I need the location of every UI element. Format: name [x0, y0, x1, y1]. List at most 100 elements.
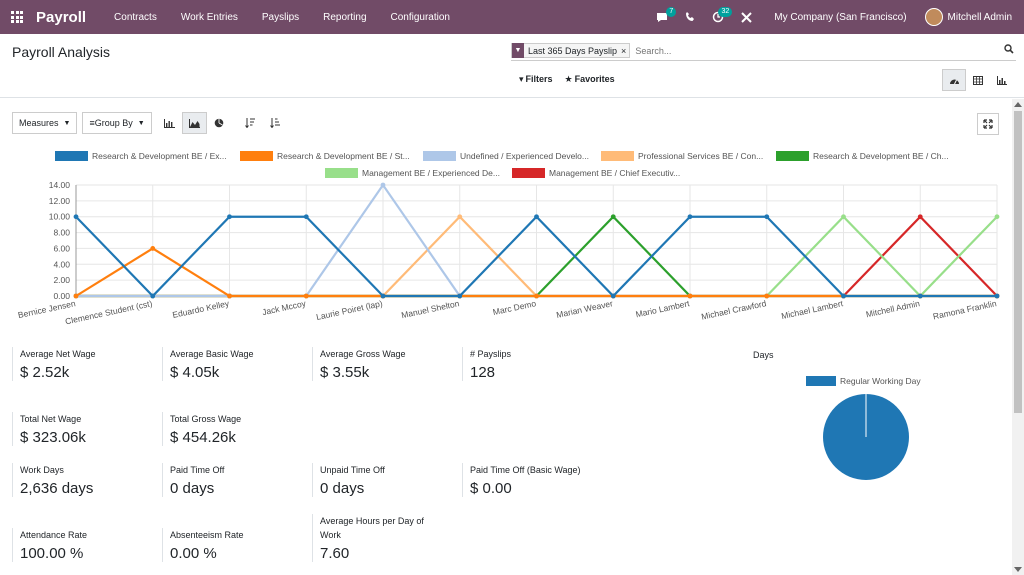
- menu-work-entries[interactable]: Work Entries: [180, 11, 238, 23]
- y-tick-label: 8.00: [53, 228, 70, 238]
- pivot-view-icon[interactable]: [966, 69, 990, 91]
- x-tick-label: Mario Lambert: [635, 298, 691, 319]
- group-by-button[interactable]: ≡ Group By ▼: [82, 112, 152, 134]
- kpi-label: Average Hours per Day of Work: [320, 516, 424, 540]
- x-tick-label: Jack Mccoy: [261, 298, 307, 317]
- activities-badge: 32: [718, 7, 733, 17]
- data-point: [534, 214, 539, 220]
- graph-view-icon[interactable]: [990, 69, 1014, 91]
- debug-tools-icon[interactable]: [732, 0, 760, 34]
- data-point: [994, 214, 1000, 220]
- data-point: [841, 214, 846, 220]
- graph-toolbar: Measures ▼ ≡ Group By ▼: [12, 112, 294, 134]
- kpi-value: 2,636 days: [20, 480, 94, 497]
- scrollbar[interactable]: [1012, 99, 1024, 575]
- kpi-value: $ 4.05k: [170, 364, 220, 381]
- data-point: [764, 214, 770, 220]
- app-brand[interactable]: Payroll: [36, 8, 87, 26]
- expand-icon[interactable]: [977, 113, 999, 135]
- facet-remove-icon[interactable]: ×: [621, 45, 627, 56]
- legend-label: Research & Development BE / St...: [277, 151, 410, 161]
- legend-label: Research & Development BE / Ch...: [813, 151, 949, 161]
- scroll-up-icon[interactable]: [1014, 102, 1022, 107]
- data-point: [73, 214, 79, 220]
- sort-ascending-icon[interactable]: [263, 112, 288, 134]
- company-switcher[interactable]: My Company (San Francisco): [774, 11, 907, 23]
- data-point: [150, 246, 156, 251]
- filter-icon: ▾: [519, 74, 524, 84]
- control-panel: Payroll Analysis ▼ Last 365 Days Payslip…: [0, 34, 1024, 98]
- legend-label: Undefined / Experienced Develo...: [460, 151, 589, 161]
- x-tick-label: Marian Weaver: [555, 298, 613, 320]
- legend-label: Research & Development BE / Ex...: [92, 151, 227, 161]
- facet-label: Last 365 Days Payslip: [528, 45, 618, 56]
- menu-configuration[interactable]: Configuration: [390, 11, 450, 23]
- kpi-value: $ 2.52k: [20, 364, 70, 381]
- messages-icon[interactable]: 7: [648, 0, 677, 34]
- data-point: [303, 214, 309, 220]
- data-point: [380, 182, 386, 188]
- data-point: [457, 214, 463, 220]
- measures-label: Measures: [19, 118, 59, 128]
- legend-label: Management BE / Chief Executiv...: [549, 168, 680, 178]
- pie-chart-icon[interactable]: [207, 112, 232, 134]
- kpi-absenteeism-rate: Absenteeism Rate 0.00 %: [162, 528, 244, 562]
- data-point: [917, 293, 923, 299]
- kpi-label: Average Net Wage: [20, 349, 96, 359]
- line-chart-icon[interactable]: [181, 112, 207, 134]
- x-tick-label: Laurie Poiret (lap): [315, 298, 383, 322]
- phone-icon[interactable]: [676, 0, 704, 34]
- kpi-value: $ 323.06k: [20, 429, 86, 446]
- kpi-label: Paid Time Off: [170, 465, 225, 475]
- menu-payslips[interactable]: Payslips: [261, 11, 300, 23]
- sort-descending-icon[interactable]: [238, 112, 263, 134]
- activities-icon[interactable]: 32: [704, 0, 733, 34]
- data-point: [73, 293, 79, 299]
- menu-contracts[interactable]: Contracts: [114, 11, 157, 23]
- scroll-down-icon[interactable]: [1014, 567, 1022, 572]
- line-chart: Research & Development BE / Ex... Researc…: [17, 151, 1000, 326]
- user-menu[interactable]: Mitchell Admin: [947, 11, 1012, 23]
- apps-menu-icon[interactable]: [0, 0, 34, 34]
- kpi-total-gross-wage: Total Gross Wage $ 454.26k: [162, 412, 241, 446]
- data-point: [841, 293, 846, 299]
- chart-type-group: [157, 112, 232, 134]
- data-point: [303, 293, 309, 299]
- y-tick-label: 10.00: [49, 212, 71, 222]
- kpi-average-net-wage: Average Net Wage $ 2.52k: [12, 347, 96, 381]
- search-input[interactable]: [635, 45, 976, 56]
- measures-button[interactable]: Measures ▼: [12, 112, 78, 134]
- filters-button[interactable]: ▾ Filters: [519, 74, 553, 85]
- scroll-thumb[interactable]: [1014, 111, 1022, 413]
- kpi-average-basic-wage: Average Basic Wage $ 4.05k: [162, 347, 254, 381]
- bar-chart-icon[interactable]: [157, 112, 182, 134]
- data-point: [227, 214, 232, 220]
- kpi-paid-time-off-basic-wage: Paid Time Off (Basic Wage) $ 0.00: [462, 463, 581, 497]
- sort-group: [238, 112, 288, 134]
- y-tick-label: 4.00: [53, 259, 70, 269]
- caret-down-icon: ▼: [137, 119, 145, 127]
- days-chart-title: Days: [753, 350, 774, 360]
- kpi-average-hours-per-day: Average Hours per Day of Work 7.60: [312, 514, 442, 562]
- kpi-value: $ 3.55k: [320, 364, 370, 381]
- favorites-label: Favorites: [574, 74, 615, 84]
- x-tick-label: Mitchell Admin: [865, 298, 921, 319]
- filters-label: Filters: [525, 74, 553, 84]
- top-navbar: Payroll Contracts Work Entries Payslips …: [0, 0, 1024, 34]
- search-icon[interactable]: [1004, 44, 1014, 54]
- y-tick-label: 2.00: [53, 275, 70, 285]
- dashboard-view-icon[interactable]: [942, 69, 966, 91]
- kpi-label: Work Days: [20, 465, 64, 475]
- legend-swatch: [776, 151, 809, 161]
- kpi-value: $ 454.26k: [170, 429, 236, 446]
- x-tick-label: Eduardo Kelley: [171, 298, 230, 320]
- user-avatar[interactable]: [924, 8, 943, 26]
- search-bar: ▼ Last 365 Days Payslip ×: [511, 41, 1016, 61]
- data-point: [227, 293, 232, 299]
- menu-reporting[interactable]: Reporting: [323, 11, 367, 23]
- messages-badge: 7: [666, 7, 677, 17]
- legend-swatch: [240, 151, 273, 161]
- kpi-value: 7.60: [320, 545, 350, 562]
- favorites-button[interactable]: ★ Favorites: [565, 74, 615, 85]
- data-point: [687, 293, 693, 299]
